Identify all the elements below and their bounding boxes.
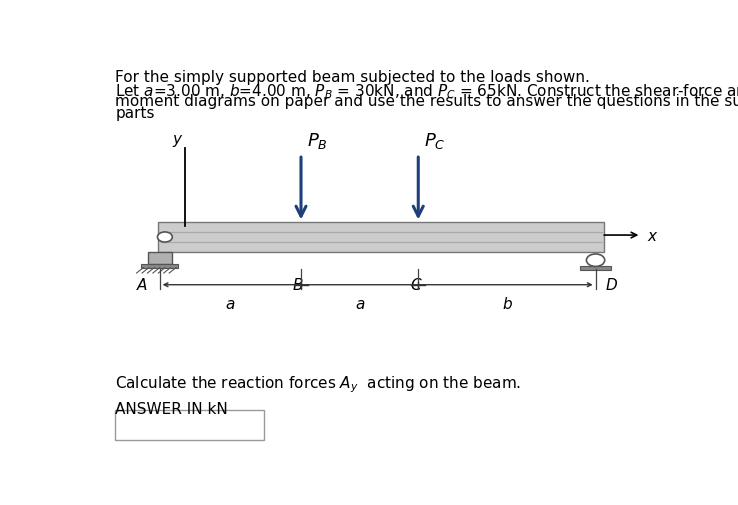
Bar: [158, 223, 604, 252]
Circle shape: [587, 255, 604, 267]
Text: C: C: [410, 277, 421, 292]
Circle shape: [157, 232, 173, 242]
Text: parts: parts: [115, 106, 155, 120]
FancyBboxPatch shape: [115, 411, 264, 440]
Text: B: B: [293, 277, 303, 292]
Text: Let $a$=3.00 m, $b$=4.00 m, $P_B$ = 30kN, and $P_C$ = 65kN. Construct the shear-: Let $a$=3.00 m, $b$=4.00 m, $P_B$ = 30kN…: [115, 82, 738, 101]
Text: $P_B$: $P_B$: [307, 131, 328, 151]
Text: a: a: [355, 296, 365, 311]
Text: moment diagrams on paper and use the results to answer the questions in the subs: moment diagrams on paper and use the res…: [115, 93, 738, 109]
Text: A: A: [137, 277, 147, 292]
Text: ANSWER IN kN: ANSWER IN kN: [115, 401, 228, 416]
Text: b: b: [502, 296, 511, 311]
Text: y: y: [172, 132, 181, 147]
Text: a: a: [226, 296, 235, 311]
Text: $P_C$: $P_C$: [424, 131, 446, 151]
Text: For the simply supported beam subjected to the loads shown.: For the simply supported beam subjected …: [115, 70, 590, 85]
Text: x: x: [647, 228, 656, 243]
Bar: [580, 267, 611, 270]
Text: D: D: [606, 277, 618, 292]
Text: Calculate the reaction forces $A_y$  acting on the beam.: Calculate the reaction forces $A_y$ acti…: [115, 374, 521, 394]
Bar: [141, 265, 179, 268]
Bar: [148, 252, 172, 265]
